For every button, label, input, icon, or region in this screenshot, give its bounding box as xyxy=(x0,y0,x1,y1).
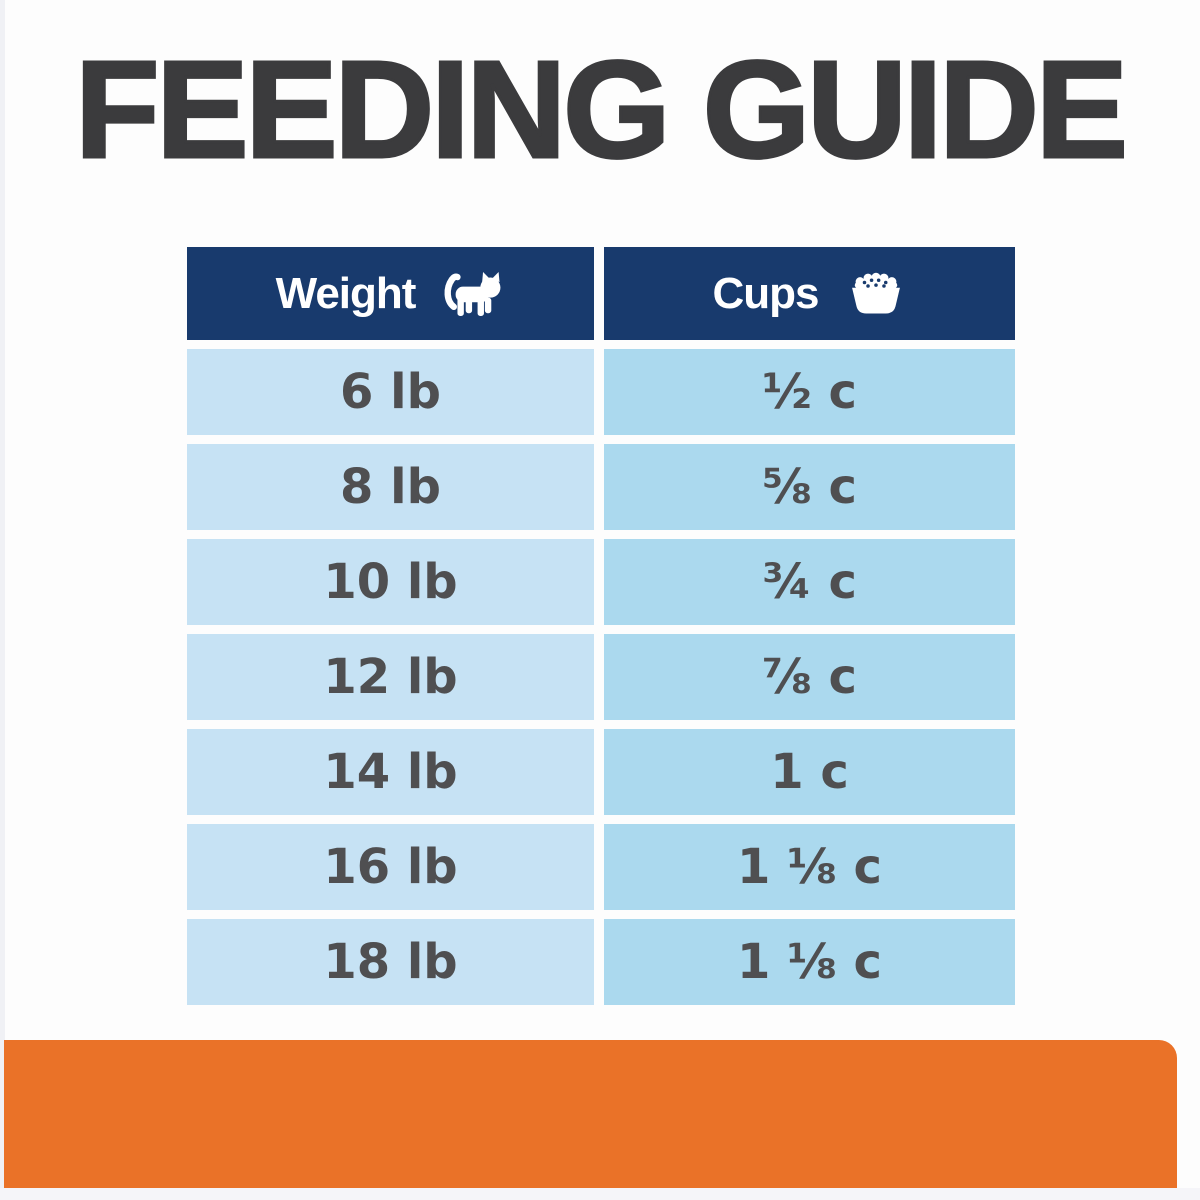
cups-cell: ½ c xyxy=(604,349,1015,435)
table-row: 14 lb 1 c xyxy=(187,729,1015,815)
feeding-table: Weight Cups xyxy=(187,247,1015,1014)
table-row: 6 lb ½ c xyxy=(187,349,1015,435)
cups-cell: 1 ⅛ c xyxy=(604,919,1015,1005)
weight-header-label: Weight xyxy=(275,268,417,318)
table-row: 16 lb 1 ⅛ c xyxy=(187,824,1015,910)
weight-cell: 16 lb xyxy=(187,824,594,910)
accent-bar xyxy=(4,1040,1177,1188)
table-row: 18 lb 1 ⅛ c xyxy=(187,919,1015,1005)
weight-cell: 12 lb xyxy=(187,634,594,720)
weight-cell: 8 lb xyxy=(187,444,594,530)
cups-cell: 1 ⅛ c xyxy=(604,824,1015,910)
cups-cell: ⅞ c xyxy=(604,634,1015,720)
cups-header-label: Cups xyxy=(712,268,820,318)
weight-cell: 18 lb xyxy=(187,919,594,1005)
table-header-row: Weight Cups xyxy=(187,247,1015,340)
weight-cell: 6 lb xyxy=(187,349,594,435)
table-row: 12 lb ⅞ c xyxy=(187,634,1015,720)
cups-cell: 1 c xyxy=(604,729,1015,815)
weight-column-header: Weight xyxy=(187,247,594,340)
page-bottom-edge xyxy=(0,1188,1200,1200)
table-row: 10 lb ¾ c xyxy=(187,539,1015,625)
weight-cell: 10 lb xyxy=(187,539,594,625)
page-left-edge xyxy=(0,0,5,1200)
weight-cell: 14 lb xyxy=(187,729,594,815)
cups-column-header: Cups xyxy=(604,247,1015,340)
food-bowl-icon xyxy=(845,270,907,318)
cups-cell: ⅝ c xyxy=(604,444,1015,530)
cat-icon xyxy=(441,269,505,319)
cups-cell: ¾ c xyxy=(604,539,1015,625)
table-row: 8 lb ⅝ c xyxy=(187,444,1015,530)
page-title: FEEDING GUIDE xyxy=(74,33,1130,187)
